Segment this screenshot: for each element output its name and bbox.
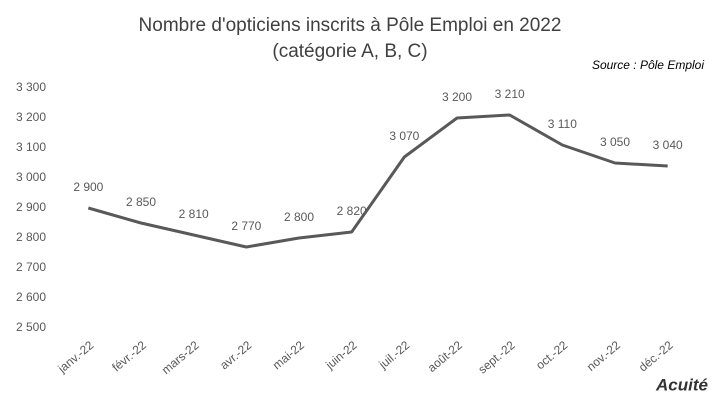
y-tick-label: 2 500 [16,320,46,334]
data-label: 3 110 [548,117,577,131]
data-label: 3 040 [653,138,683,152]
line [87,113,668,249]
chart-title: Nombre d'opticiens inscrits à Pôle Emplo… [139,15,562,36]
x-tick-label: août-22 [425,338,465,375]
y-tick-label: 3 000 [16,170,46,184]
x-tick-label: avr.-22 [217,338,254,373]
x-tick-label: nov.-22 [584,338,623,374]
data-label: 2 820 [337,204,367,218]
y-tick-label: 2 900 [16,200,46,214]
data-label: 3 200 [442,90,472,104]
data-label: 2 810 [179,207,209,221]
data-label: 3 070 [389,129,419,143]
x-tick-label: févr.-22 [109,338,149,375]
x-tick-label: mars-22 [159,338,202,377]
x-tick-label: déc.-22 [636,338,676,375]
y-tick-label: 2 800 [16,230,46,244]
data-label: 2 850 [126,195,156,209]
data-label: 3 050 [600,135,630,149]
x-tick-label: janv.-22 [55,338,97,376]
logo: Acuité [655,375,708,394]
x-tick-label: oct.-22 [533,338,570,373]
y-tick-label: 3 300 [16,80,46,94]
data-label: 3 210 [495,87,525,101]
x-tick-label: juil.-22 [375,338,412,372]
y-tick-label: 2 600 [16,290,46,304]
data-label: 2 800 [284,210,314,224]
data-label: 2 900 [73,180,103,194]
source: Source : Pôle Emploi [592,58,704,72]
x-tick-label: mai-22 [270,338,307,373]
y-tick-label: 3 200 [16,110,46,124]
x-tick-label: juin-22 [322,338,360,373]
x-tick-label: sept.-22 [475,338,517,377]
y-tick-label: 3 100 [16,140,46,154]
chart-subtitle: (catégorie A, B, C) [272,41,427,62]
y-tick-label: 2 700 [16,260,46,274]
data-label: 2 770 [231,219,261,233]
